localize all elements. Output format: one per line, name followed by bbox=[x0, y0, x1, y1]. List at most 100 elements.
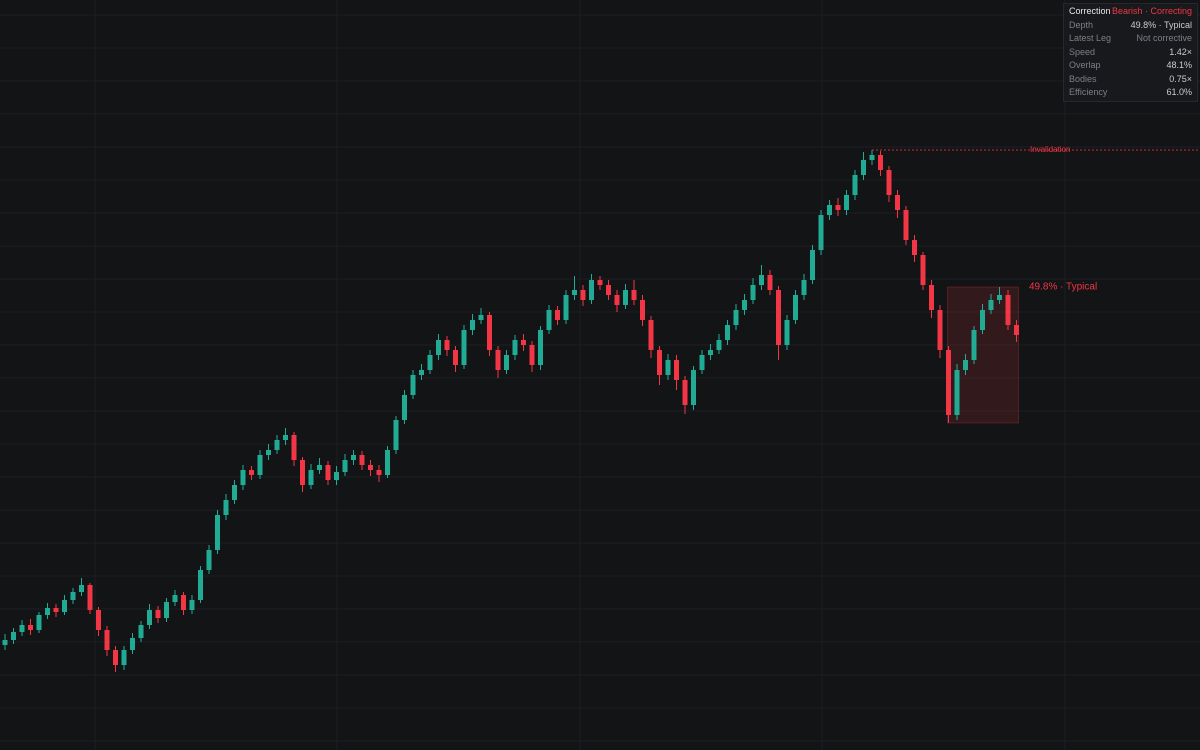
candle-body bbox=[674, 360, 679, 380]
row-value: 48.1% bbox=[1166, 60, 1192, 70]
candle-body bbox=[1014, 325, 1019, 335]
candle-body bbox=[104, 630, 110, 650]
candle-body bbox=[70, 592, 76, 600]
row-label: Efficiency bbox=[1069, 87, 1108, 97]
candle-body bbox=[733, 310, 739, 325]
candle-body bbox=[869, 155, 875, 160]
row-label: Bodies bbox=[1069, 73, 1097, 84]
candle-body bbox=[538, 330, 543, 365]
panel-row: Depth 49.8% · Typical bbox=[1064, 19, 1197, 33]
candle-body bbox=[410, 375, 416, 395]
candle-body bbox=[980, 310, 985, 330]
candle-body bbox=[402, 395, 407, 420]
candle-body bbox=[699, 355, 705, 370]
candle-body bbox=[648, 320, 654, 350]
row-label: Depth bbox=[1069, 19, 1094, 30]
candle-body bbox=[266, 450, 271, 455]
candle-body bbox=[138, 625, 144, 638]
candle-body bbox=[529, 345, 535, 365]
candle-body bbox=[470, 320, 475, 330]
panel-row: Latest Leg Not corrective bbox=[1064, 32, 1197, 46]
candle-body bbox=[147, 610, 152, 625]
candle-body bbox=[504, 355, 509, 370]
candle-body bbox=[461, 330, 467, 365]
candle-body bbox=[623, 290, 628, 305]
candle-body bbox=[453, 350, 458, 365]
candle-body bbox=[631, 290, 637, 300]
candle-body bbox=[257, 455, 263, 475]
candle-body bbox=[45, 608, 50, 615]
candle-body bbox=[589, 280, 594, 300]
candle-body bbox=[444, 340, 450, 350]
candle-body bbox=[334, 472, 339, 480]
candle-body bbox=[19, 625, 25, 632]
candle-body bbox=[903, 210, 909, 240]
candle-body bbox=[283, 435, 288, 440]
candle-body bbox=[665, 360, 671, 375]
panel-row: Bodies 0.75× bbox=[1064, 73, 1197, 87]
candle-body bbox=[419, 370, 424, 375]
candle-body bbox=[11, 632, 16, 640]
panel-title: Correction bbox=[1069, 6, 1111, 16]
candle-body bbox=[113, 650, 118, 665]
candle-body bbox=[563, 295, 569, 320]
candle-body bbox=[274, 440, 280, 450]
candle-body bbox=[937, 310, 943, 350]
candle-body bbox=[750, 285, 756, 300]
candle-body bbox=[597, 280, 603, 285]
candle-body bbox=[929, 285, 934, 310]
candle-body bbox=[827, 205, 832, 215]
candle-body bbox=[861, 160, 866, 175]
candle-body bbox=[614, 295, 620, 305]
candle-body bbox=[776, 290, 781, 345]
candle-body bbox=[155, 610, 161, 618]
candle-body bbox=[232, 485, 237, 500]
candle-body bbox=[351, 455, 356, 460]
candle-body bbox=[325, 465, 331, 480]
candle-body bbox=[342, 460, 348, 472]
candle-body bbox=[742, 300, 747, 310]
candle-body bbox=[835, 205, 841, 210]
candle-body bbox=[164, 602, 169, 618]
candle-body bbox=[716, 340, 722, 350]
candle-body bbox=[767, 275, 773, 290]
candle-body bbox=[87, 585, 93, 610]
candle-body bbox=[62, 600, 67, 612]
candle-body bbox=[997, 295, 1002, 300]
candle-body bbox=[818, 215, 824, 250]
candle-body bbox=[2, 640, 8, 645]
candle-body bbox=[912, 240, 917, 255]
candle-body bbox=[606, 285, 611, 295]
candle-body bbox=[376, 470, 382, 475]
candle-body bbox=[308, 470, 314, 485]
row-value: Not corrective bbox=[1136, 33, 1192, 43]
candle-body bbox=[172, 595, 178, 602]
candle-body bbox=[954, 370, 960, 415]
candle-body bbox=[436, 340, 441, 355]
candle-body bbox=[555, 310, 560, 320]
candle-body bbox=[28, 625, 33, 630]
candle-body bbox=[368, 465, 373, 470]
candle-body bbox=[784, 320, 790, 345]
candle-body bbox=[53, 608, 59, 612]
panel-row: Overlap 48.1% bbox=[1064, 59, 1197, 73]
candle-body bbox=[640, 300, 645, 320]
candle-body bbox=[852, 175, 858, 195]
candle-body bbox=[988, 300, 994, 310]
row-value: 0.75× bbox=[1169, 73, 1192, 84]
row-label: Speed bbox=[1069, 46, 1096, 57]
candle-body bbox=[359, 455, 365, 465]
candle-body bbox=[393, 420, 399, 450]
candle-body bbox=[810, 250, 815, 280]
candle-body bbox=[521, 340, 526, 345]
candle-body bbox=[249, 470, 254, 475]
candle-body bbox=[580, 290, 586, 300]
candle-body bbox=[206, 550, 212, 570]
candle-body bbox=[971, 330, 977, 360]
candle-body bbox=[691, 370, 696, 405]
candle-body bbox=[946, 350, 951, 415]
candle-body bbox=[427, 355, 433, 370]
row-value: 49.8% · Typical bbox=[1130, 19, 1192, 30]
